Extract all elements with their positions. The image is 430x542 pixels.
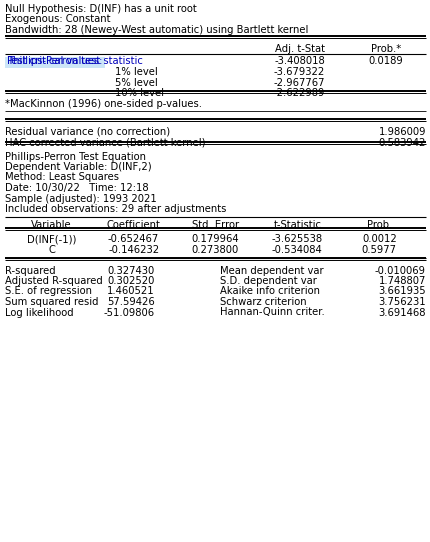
Text: Prob.*: Prob.* xyxy=(370,43,400,54)
Text: 3.756231: 3.756231 xyxy=(378,297,425,307)
Text: Exogenous: Constant: Exogenous: Constant xyxy=(5,15,110,24)
Text: -3.679322: -3.679322 xyxy=(273,67,324,77)
Text: 1.460521: 1.460521 xyxy=(107,287,155,296)
Text: -0.534084: -0.534084 xyxy=(271,245,322,255)
Text: Included observations: 29 after adjustments: Included observations: 29 after adjustme… xyxy=(5,204,226,214)
Text: S.D. dependent var: S.D. dependent var xyxy=(219,276,316,286)
Text: 0.0012: 0.0012 xyxy=(361,235,396,244)
Text: 57.59426: 57.59426 xyxy=(107,297,155,307)
Text: -51.09806: -51.09806 xyxy=(104,307,155,318)
Text: Date: 10/30/22   Time: 12:18: Date: 10/30/22 Time: 12:18 xyxy=(5,183,148,193)
Text: 10% level: 10% level xyxy=(115,88,164,98)
Text: Schwarz criterion: Schwarz criterion xyxy=(219,297,306,307)
Text: 1.986009: 1.986009 xyxy=(378,127,425,137)
Text: S.E. of regression: S.E. of regression xyxy=(5,287,92,296)
Text: Dependent Variable: D(INF,2): Dependent Variable: D(INF,2) xyxy=(5,162,151,172)
Text: Bandwidth: 28 (Newey-West automatic) using Bartlett kernel: Bandwidth: 28 (Newey-West automatic) usi… xyxy=(5,25,307,35)
Text: 0.179964: 0.179964 xyxy=(191,235,239,244)
Text: Prob.: Prob. xyxy=(366,220,391,229)
Text: 0.0189: 0.0189 xyxy=(368,56,402,67)
Text: -0.146232: -0.146232 xyxy=(108,245,159,255)
Text: 3.691468: 3.691468 xyxy=(378,307,425,318)
Text: Residual variance (no correction): Residual variance (no correction) xyxy=(5,127,170,137)
Text: 1.748807: 1.748807 xyxy=(378,276,425,286)
Text: -0.652467: -0.652467 xyxy=(108,235,159,244)
Text: Variable: Variable xyxy=(31,220,72,229)
Text: Method: Least Squares: Method: Least Squares xyxy=(5,172,119,183)
Text: Adjusted R-squared: Adjusted R-squared xyxy=(5,276,102,286)
Text: Phillips-Perron test statistic: Phillips-Perron test statistic xyxy=(7,56,142,67)
Text: 0.583942: 0.583942 xyxy=(378,138,425,147)
Text: Test critical values:: Test critical values: xyxy=(7,56,102,67)
Text: 5% level: 5% level xyxy=(115,78,157,87)
Text: *MacKinnon (1996) one-sided p-values.: *MacKinnon (1996) one-sided p-values. xyxy=(5,99,202,109)
Text: 0.5977: 0.5977 xyxy=(361,245,396,255)
Text: D(INF(-1)): D(INF(-1)) xyxy=(27,235,76,244)
Text: 3.661935: 3.661935 xyxy=(378,287,425,296)
Text: -2.967767: -2.967767 xyxy=(273,78,325,87)
Text: 1% level: 1% level xyxy=(115,67,157,77)
Text: Null Hypothesis: D(INF) has a unit root: Null Hypothesis: D(INF) has a unit root xyxy=(5,4,196,14)
Text: 0.273800: 0.273800 xyxy=(191,245,239,255)
Text: -3.625538: -3.625538 xyxy=(271,235,322,244)
Text: -0.010069: -0.010069 xyxy=(374,266,425,275)
Text: Sample (adjusted): 1993 2021: Sample (adjusted): 1993 2021 xyxy=(5,193,157,203)
Text: Hannan-Quinn criter.: Hannan-Quinn criter. xyxy=(219,307,324,318)
Text: 0.327430: 0.327430 xyxy=(108,266,155,275)
Text: t-Statistic: t-Statistic xyxy=(273,220,321,229)
Bar xyxy=(5,56,105,68)
Text: Sum squared resid: Sum squared resid xyxy=(5,297,98,307)
Text: 0.302520: 0.302520 xyxy=(108,276,155,286)
Text: Adj. t-Stat: Adj. t-Stat xyxy=(274,43,324,54)
Text: Log likelihood: Log likelihood xyxy=(5,307,74,318)
Text: Mean dependent var: Mean dependent var xyxy=(219,266,323,275)
Text: Phillips-Perron Test Equation: Phillips-Perron Test Equation xyxy=(5,152,146,162)
Text: HAC corrected variance (Bartlett kernel): HAC corrected variance (Bartlett kernel) xyxy=(5,138,205,147)
Text: Coefficient: Coefficient xyxy=(106,220,160,229)
Text: C: C xyxy=(48,245,55,255)
Text: R-squared: R-squared xyxy=(5,266,55,275)
Text: Std. Error: Std. Error xyxy=(191,220,239,229)
Text: Akaike info criterion: Akaike info criterion xyxy=(219,287,319,296)
Text: -2.622989: -2.622989 xyxy=(273,88,325,98)
Text: -3.408018: -3.408018 xyxy=(273,56,324,67)
